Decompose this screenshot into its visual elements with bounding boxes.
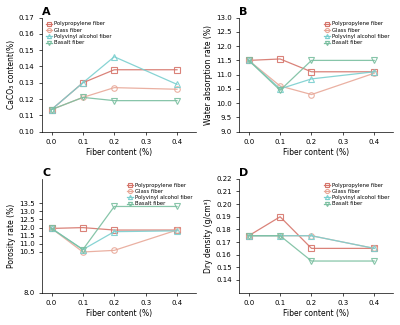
Text: B: B — [239, 7, 248, 17]
Text: A: A — [42, 7, 51, 17]
Legend: Polypropylene fiber, Glass fiber, Polyvinyl alcohol fiber, Basalt fiber: Polypropylene fiber, Glass fiber, Polyvi… — [126, 181, 193, 208]
Legend: Polypropylene fiber, Glass fiber, Polyvinyl alcohol fiber, Basalt fiber: Polypropylene fiber, Glass fiber, Polyvi… — [323, 181, 390, 208]
Y-axis label: Porosity rate (%): Porosity rate (%) — [7, 203, 16, 268]
Text: C: C — [42, 168, 50, 178]
Legend: Polypropylene fiber, Glass fiber, Polyvinyl alcohol fiber, Basalt fiber: Polypropylene fiber, Glass fiber, Polyvi… — [323, 20, 390, 46]
X-axis label: Fiber content (%): Fiber content (%) — [283, 309, 349, 318]
Y-axis label: Dry density (g/cm³): Dry density (g/cm³) — [204, 198, 213, 273]
Y-axis label: CaCO₃ content(%): CaCO₃ content(%) — [7, 40, 16, 109]
Y-axis label: Water absorption rate (%): Water absorption rate (%) — [204, 25, 213, 124]
X-axis label: Fiber content (%): Fiber content (%) — [283, 148, 349, 157]
X-axis label: Fiber content (%): Fiber content (%) — [86, 148, 152, 157]
X-axis label: Fiber content (%): Fiber content (%) — [86, 309, 152, 318]
Text: D: D — [239, 168, 248, 178]
Legend: Polypropylene fiber, Glass fiber, Polyvinyl alcohol fiber, Basalt fiber: Polypropylene fiber, Glass fiber, Polyvi… — [45, 20, 112, 46]
